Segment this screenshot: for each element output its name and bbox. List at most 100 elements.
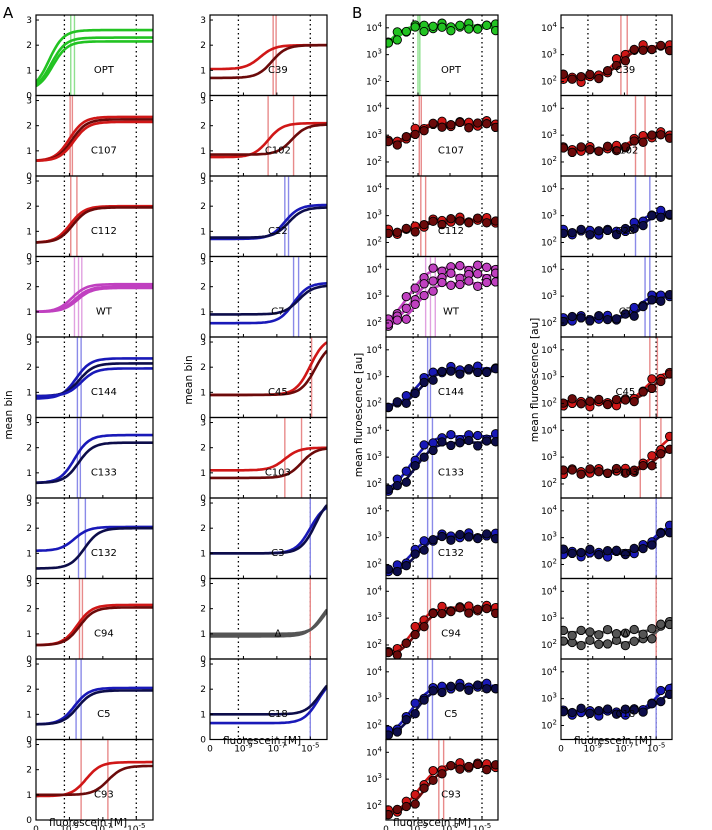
data-point — [428, 276, 438, 286]
y-tick-label: 103 — [366, 531, 382, 544]
subplot-1-6: 0 1 2 3 C3 — [200, 497, 328, 585]
fit-curve — [210, 43, 327, 80]
data-point — [602, 468, 613, 478]
data-point — [638, 629, 648, 639]
fit-curve — [210, 686, 327, 725]
data-point — [490, 534, 498, 544]
data-point — [561, 707, 569, 717]
subplot-label: C22 — [616, 226, 636, 237]
y-tick-label: 1 — [26, 630, 32, 640]
data-point — [490, 216, 498, 226]
data-point — [602, 639, 613, 649]
axes-frame — [35, 14, 154, 97]
data-point — [386, 484, 394, 494]
y-tick-label: 1 — [200, 630, 206, 640]
data-point — [482, 603, 492, 614]
data-point — [392, 650, 402, 659]
subplot-3-2: 102 103 104 C22 — [541, 175, 673, 258]
y-tick-label: 0 — [26, 333, 32, 343]
data-point — [419, 440, 429, 450]
data-point — [428, 535, 438, 545]
data-point — [629, 705, 639, 715]
data-point — [482, 529, 492, 539]
data-point — [602, 624, 613, 635]
subplot-label: C102 — [265, 145, 291, 156]
fit-curve — [210, 349, 327, 397]
data-point — [446, 268, 456, 278]
data-point — [490, 437, 498, 447]
y-tick-label: 0 — [200, 172, 206, 182]
y-tick-label: 1 — [26, 469, 32, 479]
y-tick-label: 1 — [26, 66, 32, 76]
data-point — [410, 698, 420, 708]
data-point — [482, 20, 492, 30]
y-tick-label: 103 — [541, 48, 557, 61]
data-point — [620, 468, 631, 478]
x-tick-label: 10-7 — [441, 822, 459, 830]
y-tick-label: 0 — [200, 575, 206, 585]
fit-curve — [36, 526, 153, 570]
subplot-label: OPT — [94, 65, 115, 76]
data-point — [437, 122, 447, 132]
plot-area — [36, 739, 153, 820]
data-point — [647, 211, 657, 221]
y-tick-label: 1 — [26, 388, 32, 398]
subplot-2-0: 102 103 104 OPT — [366, 14, 499, 97]
subplot-label: C94 — [441, 628, 461, 639]
data-point — [386, 810, 394, 820]
data-point — [410, 388, 420, 399]
plot-area — [210, 659, 327, 740]
data-point — [611, 709, 622, 719]
data-point — [410, 227, 420, 237]
data-point — [464, 276, 474, 286]
data-point — [410, 629, 420, 640]
y-tick-label: 3 — [26, 16, 32, 26]
data-point — [629, 465, 639, 475]
fit-curve — [36, 433, 153, 484]
fit-curve — [36, 286, 153, 314]
data-point — [455, 117, 465, 128]
y-tick-label: 103 — [366, 128, 382, 141]
data-point — [446, 606, 456, 617]
subplot-3-4: 102 103 104 C45 — [541, 336, 673, 419]
fit-curve — [36, 40, 153, 88]
data-point — [576, 142, 586, 152]
subplot-0-4: 0 1 2 3 C144 — [26, 336, 154, 424]
data-point — [567, 548, 577, 559]
data-point — [437, 608, 447, 619]
data-point — [446, 429, 456, 440]
y-tick-label: 2 — [26, 444, 32, 454]
y-tick-label: 2 — [200, 283, 206, 293]
y-tick-label: 2 — [200, 605, 206, 615]
x-tick-label: 10-5 — [127, 822, 145, 830]
data-point — [664, 289, 672, 300]
data-point — [464, 123, 474, 133]
plot-area — [36, 337, 153, 418]
data-point — [647, 699, 657, 709]
data-point — [490, 277, 498, 287]
data-point — [473, 281, 483, 291]
y-tick-label: 102 — [366, 235, 382, 248]
plot-area — [561, 337, 672, 418]
data-point — [428, 765, 438, 776]
data-point — [594, 226, 604, 236]
data-point — [576, 625, 586, 636]
subplot-3-6: 102 103 104 C3 — [541, 497, 673, 580]
y-tick-label: 3 — [200, 177, 206, 187]
data-point — [401, 291, 411, 302]
plot-area — [561, 498, 672, 579]
data-point — [585, 316, 595, 326]
data-point — [446, 535, 456, 545]
data-point — [602, 66, 613, 76]
data-point — [401, 801, 411, 812]
data-point — [392, 140, 402, 150]
subplot-1-7: 0 1 2 3 Δ — [200, 577, 328, 665]
data-point — [576, 547, 586, 558]
y-tick-label: 103 — [366, 692, 382, 705]
subplot-0-5: 0 1 2 3 C133 — [26, 416, 154, 504]
y-tick-label: 3 — [26, 499, 32, 509]
data-point — [647, 451, 657, 461]
data-point — [410, 549, 420, 559]
y-tick-label: 104 — [541, 423, 557, 436]
subplot-0-1: 0 1 2 3 C107 — [26, 94, 154, 182]
